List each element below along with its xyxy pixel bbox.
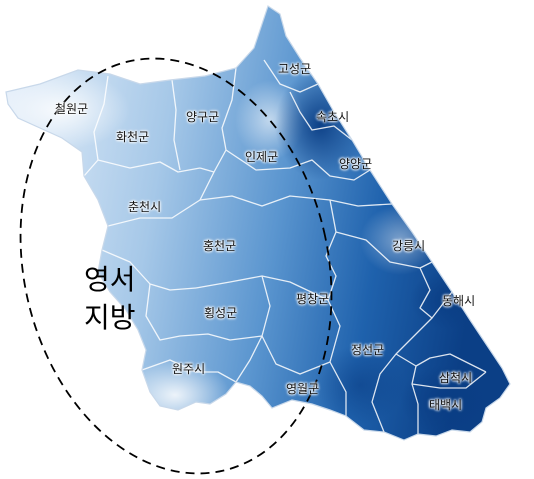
region-borders xyxy=(83,59,487,434)
zone-label-line2: 지방 xyxy=(84,301,136,334)
region-label-hongcheon: 홍천군 xyxy=(203,239,237,253)
region-label-goseong: 고성군 xyxy=(278,62,312,76)
region-label-jeongseon: 정선군 xyxy=(351,343,385,357)
region-label-taebaek: 태백시 xyxy=(429,398,463,412)
region-label-sokcho: 속초시 xyxy=(316,110,350,124)
region-label-yangyang: 양양군 xyxy=(339,157,373,171)
region-label-hwacheon: 화천군 xyxy=(116,130,150,144)
region-label-inje: 인제군 xyxy=(245,150,279,164)
region-label-samcheok: 삼척시 xyxy=(439,371,473,385)
region-label-yanggu: 양구군 xyxy=(186,110,220,124)
region-label-donghae: 동해시 xyxy=(442,294,476,308)
region-label-wonju: 원주시 xyxy=(172,362,206,376)
region-label-cheorwon: 철원군 xyxy=(55,102,89,116)
region-label-hoengseong: 횡성군 xyxy=(204,306,238,320)
yeongseo-zone-outline xyxy=(19,57,333,475)
region-label-chuncheon: 춘천시 xyxy=(128,200,162,214)
zone-label-line1: 영서 xyxy=(84,263,136,296)
region-label-gangneung: 강릉시 xyxy=(392,239,426,253)
region-label-pyeongchang: 평창군 xyxy=(296,292,330,306)
region-label-yeongwol: 영월군 xyxy=(286,382,320,396)
